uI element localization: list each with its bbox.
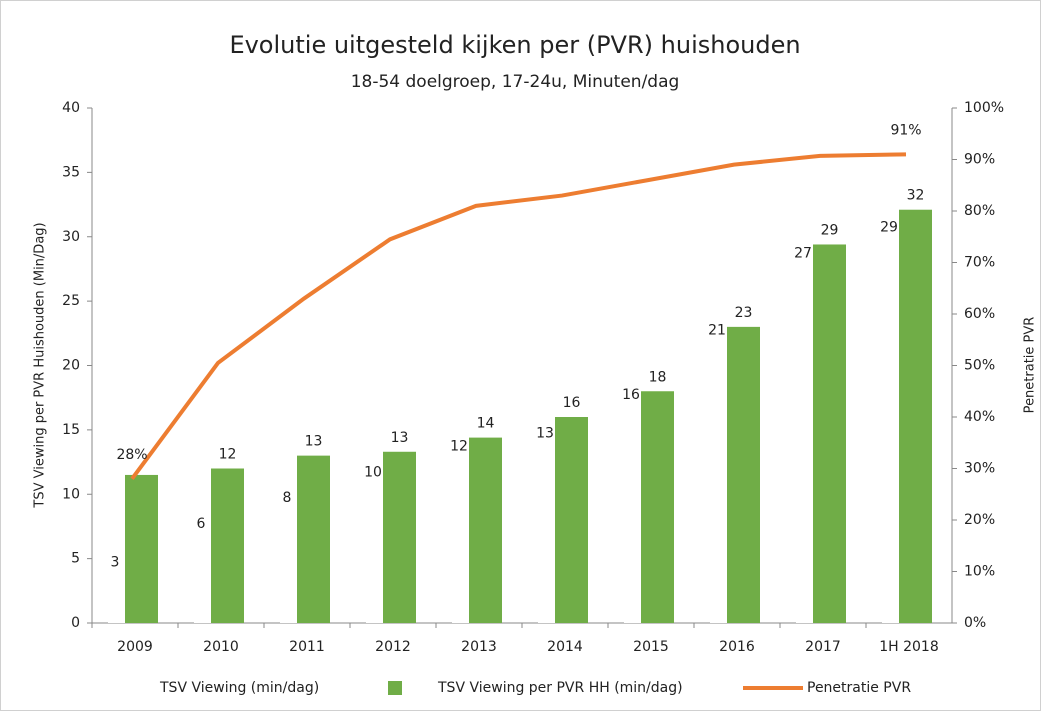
data-label: 23 xyxy=(735,305,753,321)
data-label: 16 xyxy=(622,387,640,403)
y2-tick-label: 100% xyxy=(964,100,1004,116)
bar xyxy=(366,494,383,623)
y-tick-label: 0 xyxy=(71,615,80,631)
y2-tick-label: 0% xyxy=(964,615,986,631)
legend-label: Penetratie PVR xyxy=(807,680,911,696)
bar xyxy=(538,455,555,623)
data-label: 13 xyxy=(536,426,554,442)
legend-swatch xyxy=(138,681,152,695)
bar xyxy=(297,455,330,623)
data-label: 12 xyxy=(219,447,237,463)
y2-tick-label: 50% xyxy=(964,358,995,374)
data-label: 32 xyxy=(907,188,925,204)
x-tick-label: 2013 xyxy=(461,639,497,655)
bar xyxy=(280,520,297,623)
bar xyxy=(383,451,416,623)
y-axis-title: TSV Viewing per PVR Huishouden (Min/Dag) xyxy=(33,222,48,508)
legend-swatch xyxy=(388,681,402,695)
bar xyxy=(641,391,674,623)
bar xyxy=(125,474,158,623)
y-tick-label: 20 xyxy=(62,358,80,374)
y2-tick-label: 10% xyxy=(964,564,995,580)
data-label: 18 xyxy=(649,369,667,385)
chart-title: Evolutie uitgesteld kijken per (PVR) hui… xyxy=(229,31,800,59)
data-label: 27 xyxy=(794,245,812,261)
y-tick-label: 30 xyxy=(62,229,80,245)
chart-subtitle: 18-54 doelgroep, 17-24u, Minuten/dag xyxy=(351,72,680,92)
y2-tick-label: 80% xyxy=(964,203,995,219)
x-tick-label: 2015 xyxy=(633,639,669,655)
bar xyxy=(710,352,727,623)
bar xyxy=(469,437,502,623)
data-label: 3 xyxy=(111,554,120,570)
y-tick-label: 35 xyxy=(62,164,80,180)
data-label: 13 xyxy=(391,430,409,446)
x-tick-label: 2011 xyxy=(289,639,325,655)
data-label: 14 xyxy=(477,416,495,432)
y2-tick-label: 20% xyxy=(964,512,995,528)
data-label: 29 xyxy=(880,220,898,236)
data-label: 29 xyxy=(821,222,839,238)
bar xyxy=(211,468,244,623)
x-tick-label: 2014 xyxy=(547,639,583,655)
data-label: 28% xyxy=(116,447,147,463)
bar xyxy=(452,468,469,623)
data-label: 91% xyxy=(890,122,921,138)
bar xyxy=(813,244,846,623)
y-tick-label: 5 xyxy=(71,551,80,567)
x-tick-label: 2009 xyxy=(117,639,153,655)
y2-tick-label: 30% xyxy=(964,461,995,477)
data-label: 21 xyxy=(708,323,726,339)
y2-tick-label: 90% xyxy=(964,152,995,168)
line xyxy=(130,152,907,480)
data-label: 13 xyxy=(305,434,323,450)
data-label: 12 xyxy=(450,439,468,455)
x-tick-label: 2010 xyxy=(203,639,239,655)
legend-label: TSV Viewing per PVR HH (min/dag) xyxy=(437,680,683,696)
y-tick-label: 25 xyxy=(62,293,80,309)
bar xyxy=(108,584,125,623)
legend-label: TSV Viewing (min/dag) xyxy=(159,680,319,696)
bar xyxy=(194,545,211,623)
data-label: 16 xyxy=(563,395,581,411)
y2-axis-title: Penetratie PVR xyxy=(1023,317,1038,414)
bar xyxy=(796,275,813,623)
x-tick-label: 2017 xyxy=(805,639,841,655)
y2-tick-label: 60% xyxy=(964,306,995,322)
data-label: 6 xyxy=(197,516,206,532)
bar xyxy=(555,417,588,623)
bar xyxy=(727,326,760,623)
y-tick-label: 10 xyxy=(62,486,80,502)
y-tick-label: 15 xyxy=(62,422,80,438)
data-label: 8 xyxy=(283,490,292,506)
y-tick-label: 40 xyxy=(62,100,80,116)
bar xyxy=(882,249,899,623)
bar xyxy=(624,417,641,623)
y2-tick-label: 40% xyxy=(964,409,995,425)
y2-tick-label: 70% xyxy=(964,255,995,271)
data-label: 10 xyxy=(364,464,382,480)
bar xyxy=(899,209,932,623)
x-tick-label: 2016 xyxy=(719,639,755,655)
x-tick-label: 2012 xyxy=(375,639,411,655)
x-tick-label: 1H 2018 xyxy=(879,639,939,655)
